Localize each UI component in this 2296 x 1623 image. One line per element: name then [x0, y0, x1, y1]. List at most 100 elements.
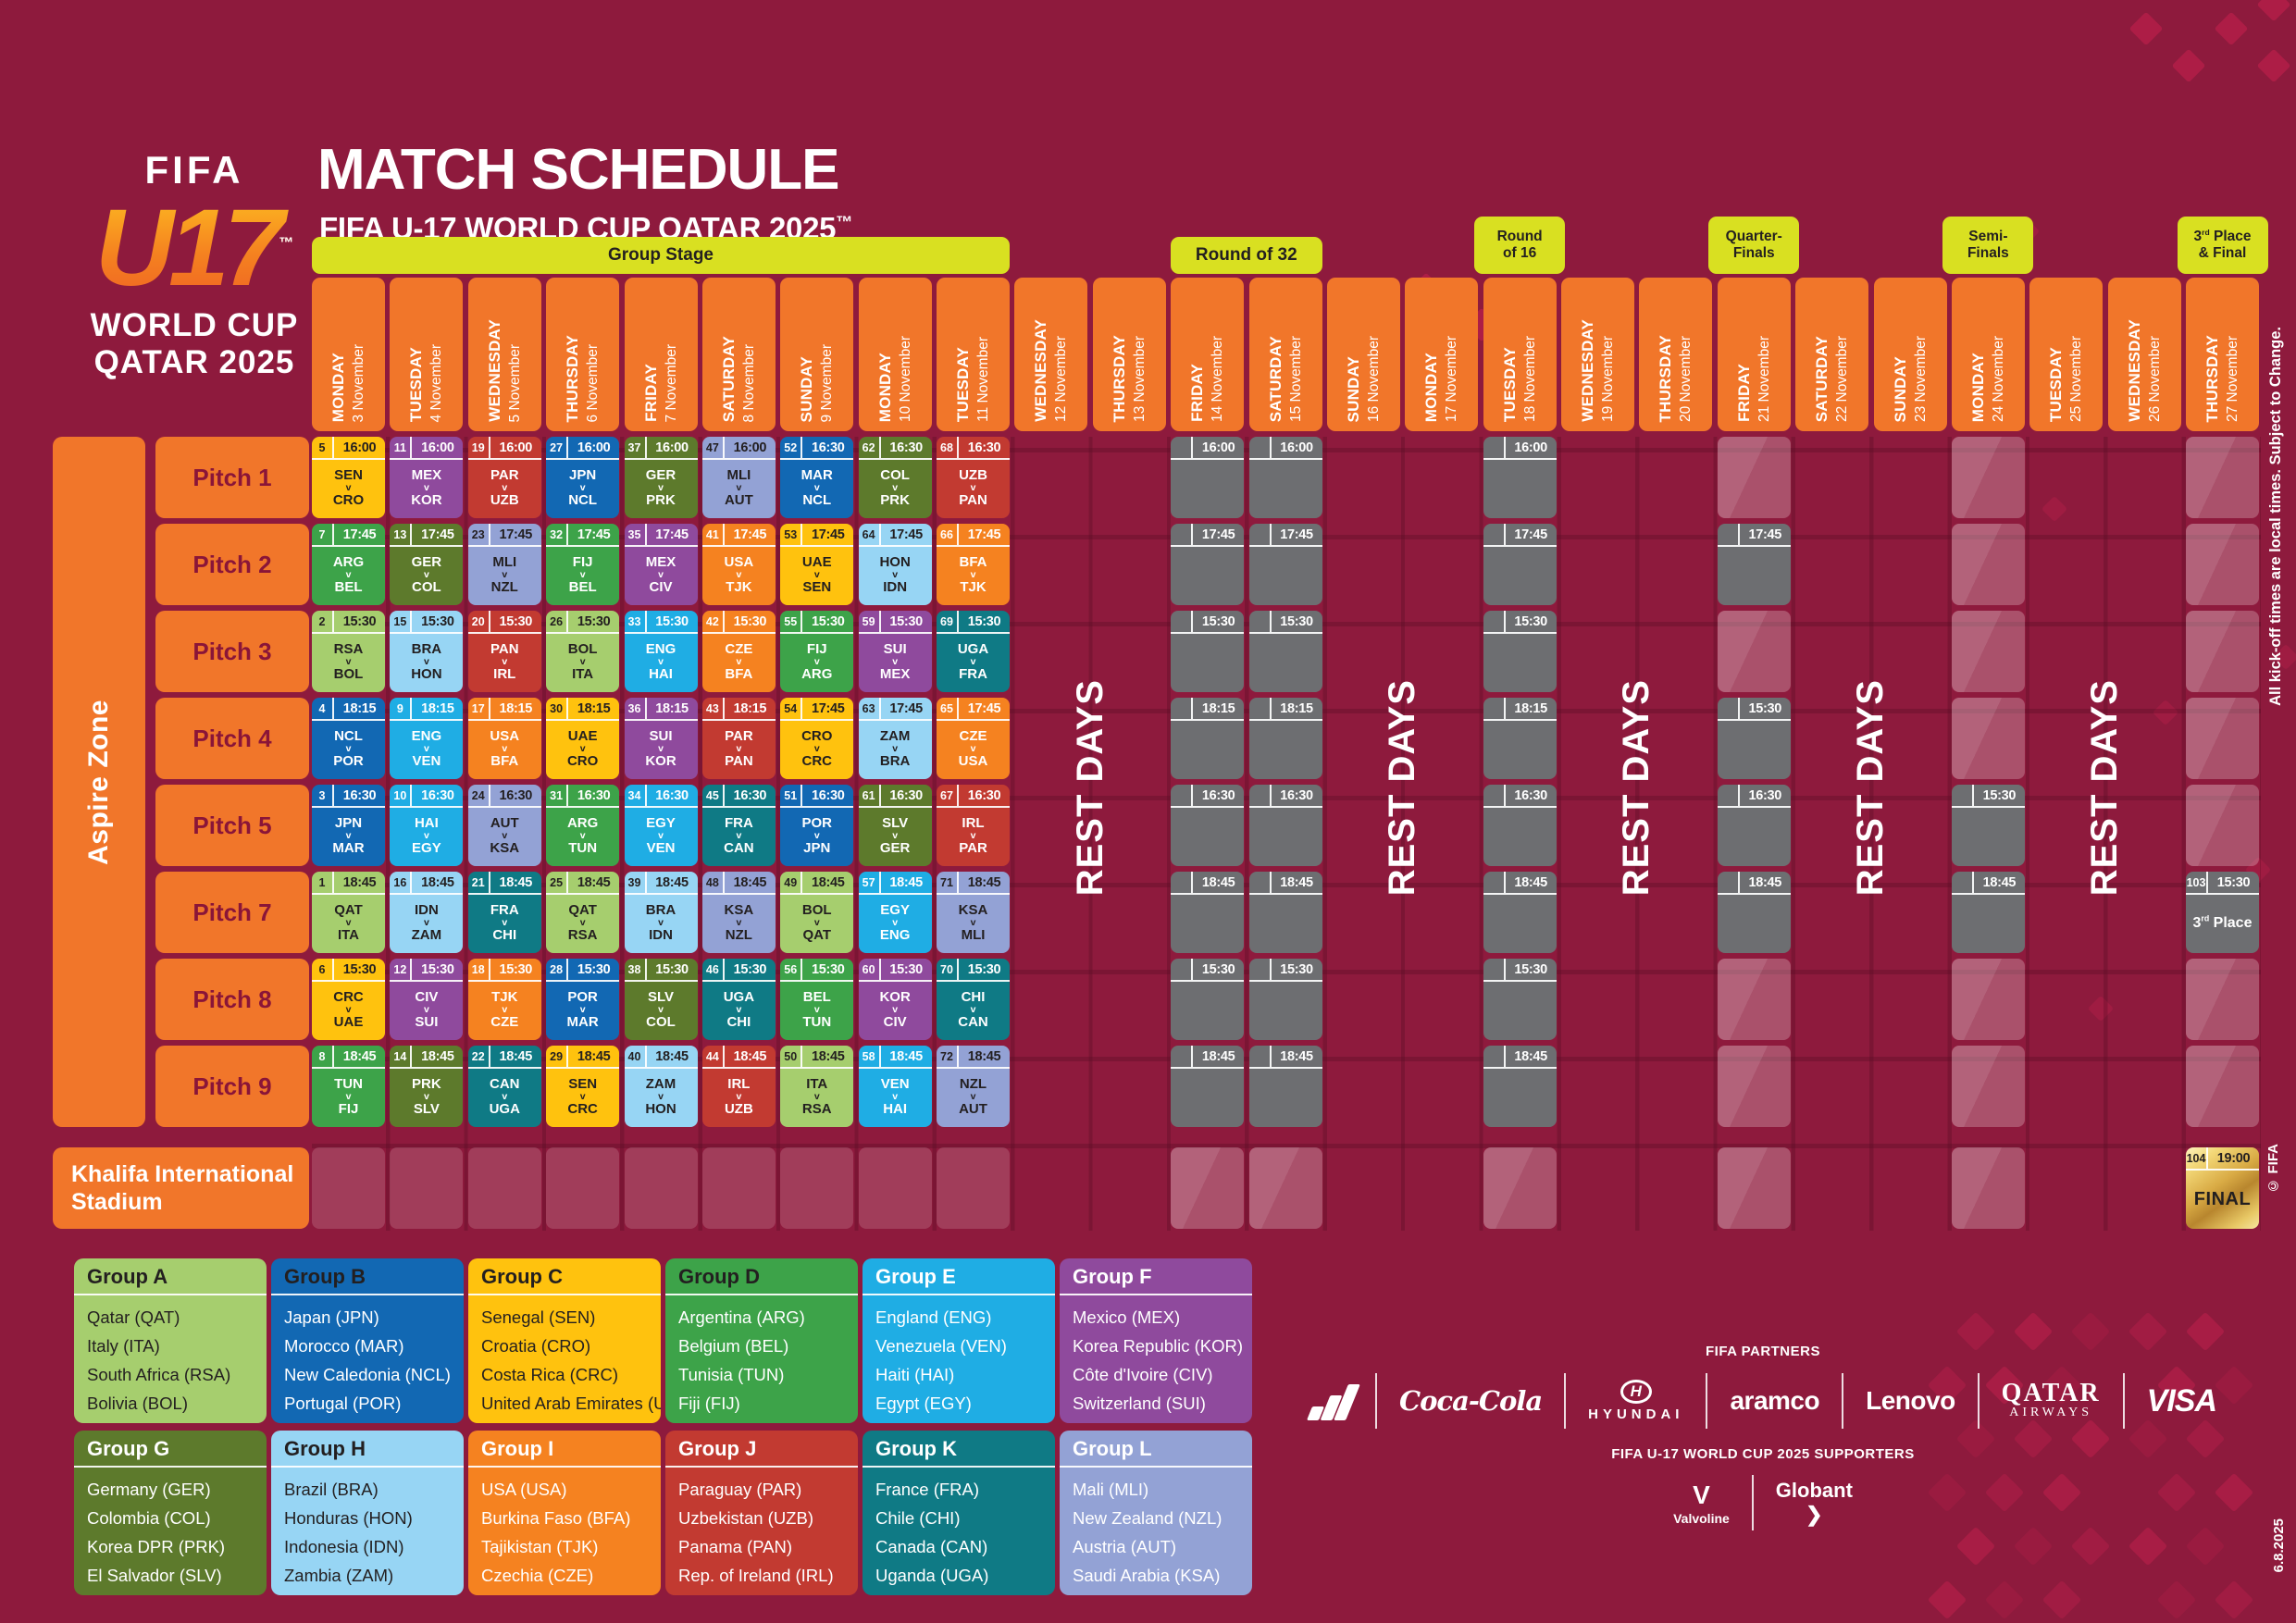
home-team: QAT — [568, 902, 597, 918]
ghost-cell — [780, 1147, 854, 1229]
group-box: Group G Germany (GER) Colombia (COL) Korea … — [74, 1431, 267, 1595]
home-team: HAI — [414, 815, 439, 831]
day-header: THURSDAY 20 November — [1639, 278, 1713, 431]
match-teams: UGA v CHI — [702, 982, 776, 1038]
versus-label: v — [423, 743, 429, 754]
match-teams: EGY v ENG — [859, 895, 932, 951]
match-number: 64 — [859, 524, 881, 545]
match-time: 17:45 — [967, 700, 1001, 716]
away-team: SEN — [802, 579, 832, 595]
match-time: 17:45 — [1280, 527, 1313, 542]
rest-days-text: REST DAYS — [2084, 678, 2126, 897]
match-cell-header: 18:45 — [1951, 872, 2025, 895]
match-teams: QAT v RSA — [546, 895, 619, 951]
match-teams: GER v COL — [390, 547, 463, 603]
home-team: KSA — [724, 902, 754, 918]
group-team: Canada (CAN) — [875, 1537, 988, 1556]
match-time: 15:30 — [1982, 787, 2017, 803]
kickoff-times-note: All kick-off times are local times. Subj… — [2267, 278, 2285, 754]
logo-fifa-text: FIFA — [144, 148, 244, 192]
group-box: Group F Mexico (MEX) Korea Republic (KOR) C… — [1060, 1258, 1252, 1423]
diamond-decoration-icon — [2042, 1580, 2082, 1620]
match-teams: ZAM v BRA — [859, 721, 932, 777]
match-teams — [1249, 1069, 1322, 1125]
logo-trademark: ™ — [279, 235, 294, 252]
match-number: 48 — [702, 872, 725, 893]
match-time: 16:00 — [499, 440, 533, 455]
match-cell: 24 16:30 AUT v KSA — [467, 785, 541, 866]
match-cell-header: 33 15:30 — [624, 611, 698, 634]
match-teams — [1483, 634, 1557, 690]
match-cell-header: 34 16:30 — [624, 785, 698, 808]
match-number: 39 — [625, 872, 647, 893]
home-team: UAE — [801, 554, 832, 570]
day-weekday: MONDAY — [1968, 352, 1987, 422]
match-cell-header: 16:00 — [1248, 437, 1322, 460]
match-cell-header: 43 18:15 — [701, 698, 776, 721]
match-cell-header: 60 15:30 — [858, 959, 932, 982]
match-time: 15:30 — [342, 961, 377, 977]
day-date: 11 November — [975, 337, 991, 422]
match-cell: 19 16:00 PAR v UZB — [467, 437, 541, 518]
match-teams: FINAL — [2186, 1171, 2259, 1227]
group-team: Czechia (CZE) — [481, 1566, 594, 1585]
match-time: 15:30 — [733, 961, 767, 977]
match-cell-header: 18:45 — [1717, 872, 1791, 895]
match-number: 26 — [546, 611, 569, 632]
match-cell: 52 16:30 MAR v NCL — [780, 437, 854, 518]
match-cell-header: 36 18:15 — [624, 698, 698, 721]
match-number: 33 — [625, 611, 647, 632]
match-teams: FIJ v BEL — [546, 547, 619, 603]
match-number — [1249, 959, 1272, 980]
versus-label: v — [579, 656, 586, 667]
match-time: 17:45 — [889, 527, 923, 542]
match-time: 18:45 — [499, 1048, 533, 1064]
match-time: 16:30 — [577, 787, 611, 803]
match-number: 36 — [625, 698, 647, 719]
match-cell: 70 15:30 CHI v CAN — [937, 959, 1010, 1040]
match-teams — [1171, 808, 1244, 864]
match-number: 63 — [859, 698, 881, 719]
match-cell: 60 15:30 KOR v CIV — [858, 959, 932, 1040]
group-team: Argentina (ARG) — [678, 1307, 805, 1327]
ghost-cell — [1951, 437, 2025, 518]
day-header: SATURDAY 22 November — [1795, 278, 1869, 431]
match-cell-header: 64 17:45 — [858, 524, 932, 547]
match-cell-header: 32 17:45 — [546, 524, 620, 547]
match-time: 18:45 — [967, 874, 1001, 890]
away-team: ENG — [879, 927, 911, 943]
match-number: 72 — [937, 1046, 959, 1067]
day-weekday: THURSDAY — [1110, 334, 1128, 423]
match-time: 16:00 — [342, 440, 377, 455]
match-teams — [1483, 1069, 1557, 1125]
match-teams: MAR v NCL — [780, 460, 853, 516]
home-team: CAN — [490, 1076, 520, 1092]
match-cell-header: 45 16:30 — [701, 785, 776, 808]
group-box: Group I USA (USA) Burkina Faso (BFA) Tajiki… — [468, 1431, 661, 1595]
match-teams: TJK v CZE — [468, 982, 541, 1038]
diamond-decoration-icon — [2214, 1580, 2254, 1620]
match-number — [1249, 611, 1272, 632]
match-time: 15:30 — [889, 961, 923, 977]
match-cell-header: 55 15:30 — [780, 611, 854, 634]
match-time: 18:45 — [1201, 1048, 1235, 1064]
match-number: 13 — [390, 524, 413, 545]
match-time: 18:15 — [499, 700, 533, 716]
match-cell: 65 17:45 CZE v USA — [937, 698, 1010, 779]
home-team: RSA — [333, 641, 364, 657]
day-date: 13 November — [1131, 335, 1148, 422]
knockout-slot-cell: 16:30 — [1171, 785, 1245, 866]
versus-label: v — [736, 1004, 742, 1015]
stage-pill-line: Group Stage — [607, 245, 714, 265]
match-time: 15:30 — [733, 613, 767, 629]
pitch-label: Pitch 3 — [155, 611, 309, 692]
match-teams: TUN v FIJ — [312, 1069, 385, 1125]
day-weekday: SUNDAY — [1891, 355, 1909, 422]
match-cell-header: 51 16:30 — [780, 785, 854, 808]
group-team: Colombia (COL) — [87, 1508, 211, 1528]
group-team: Tunisia (TUN) — [678, 1365, 785, 1384]
match-time: 16:00 — [421, 440, 454, 455]
match-number: 58 — [859, 1046, 881, 1067]
match-cell-header: 16:30 — [1483, 785, 1557, 808]
home-team: QAT — [334, 902, 363, 918]
